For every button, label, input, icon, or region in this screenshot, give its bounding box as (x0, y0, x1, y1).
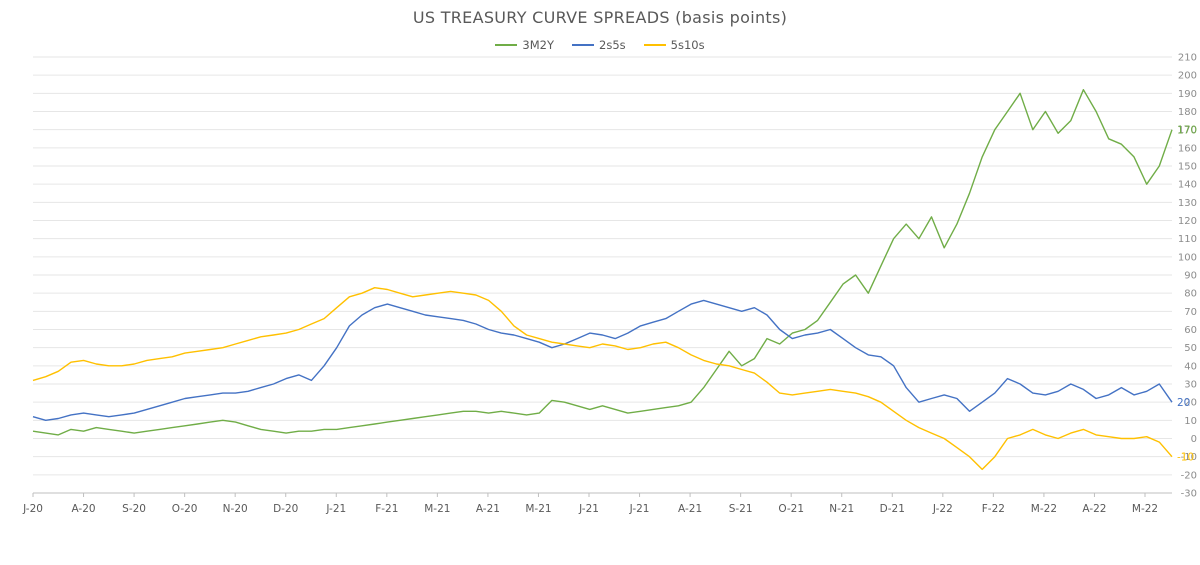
y-tick-label: 160 (1178, 143, 1197, 154)
end-value-label-2s5s: 20 (1177, 397, 1190, 409)
x-tick-label: O-20 (172, 503, 198, 515)
y-tick-label: -20 (1181, 470, 1197, 481)
x-tick-label: A-21 (476, 503, 500, 515)
legend-item-3m2y: 3M2Y (495, 38, 554, 52)
y-tick-label: 0 (1191, 434, 1197, 445)
y-tick-label: 90 (1184, 271, 1197, 282)
y-tick-label: 70 (1184, 307, 1197, 318)
y-tick-label: 30 (1184, 380, 1197, 391)
x-tick-label: D-20 (273, 503, 298, 515)
legend-swatch-3m2y (495, 44, 518, 46)
x-tick-label: O-21 (778, 503, 804, 515)
y-tick-label: 80 (1184, 289, 1197, 300)
y-tick-label: 120 (1178, 216, 1197, 227)
x-tick-label: J-21 (629, 503, 650, 515)
y-tick-label: -30 (1181, 489, 1197, 500)
y-tick-label: 110 (1178, 234, 1197, 245)
chart-legend: 3M2Y 2s5s 5s10s (0, 38, 1200, 52)
legend-swatch-5s10s (643, 44, 666, 46)
x-tick-label: F-21 (375, 503, 398, 515)
y-tick-label: -10 (1181, 452, 1197, 463)
x-tick-label: S-20 (122, 503, 146, 515)
y-tick-label: 130 (1178, 198, 1197, 209)
y-tick-label: 100 (1178, 252, 1197, 263)
y-tick-label: 210 (1178, 53, 1197, 64)
x-tick-label: M-21 (525, 503, 551, 515)
x-tick-label: J-22 (932, 503, 953, 515)
series-line-3m2y (32, 88, 1173, 436)
legend-label-3m2y: 3M2Y (522, 38, 555, 52)
end-value-label-3m2y: 170 (1177, 125, 1197, 137)
y-tick-label: 190 (1178, 89, 1197, 100)
end-value-label-5s10s: -10 (1177, 452, 1194, 464)
series-line-5s10s (32, 287, 1173, 471)
y-tick-label: 20 (1184, 398, 1197, 409)
y-tick-label: 50 (1184, 343, 1197, 354)
x-tick-label: M-22 (1031, 503, 1057, 515)
y-tick-label: 60 (1184, 325, 1197, 336)
x-tick-label: A-21 (678, 503, 702, 515)
y-tick-label: 150 (1178, 162, 1197, 173)
y-tick-label: 200 (1178, 71, 1197, 82)
y-tick-label: 40 (1184, 361, 1197, 372)
y-tick-label: 140 (1178, 180, 1197, 191)
x-tick-label: D-21 (880, 503, 905, 515)
x-tick-label: N-20 (223, 503, 248, 515)
x-tick-label: S-21 (729, 503, 753, 515)
y-tick-label: 10 (1184, 416, 1197, 427)
series-line-2s5s (32, 299, 1173, 421)
legend-label-5s10s: 5s10s (670, 38, 705, 52)
x-tick-label: M-22 (1132, 503, 1158, 515)
x-tick-label: A-20 (71, 503, 95, 515)
y-tick-label: 170 (1178, 125, 1197, 136)
legend-item-2s5s: 2s5s (572, 38, 626, 52)
x-tick-label: J-21 (325, 503, 346, 515)
x-tick-label: N-21 (829, 503, 854, 515)
legend-item-5s10s: 5s10s (643, 38, 705, 52)
x-tick-label: M-21 (424, 503, 450, 515)
legend-label-2s5s: 2s5s (599, 38, 626, 52)
legend-swatch-2s5s (572, 44, 595, 46)
chart-title: US TREASURY CURVE SPREADS (basis points) (412, 8, 788, 27)
x-tick-label: J-21 (578, 503, 599, 515)
x-tick-label: J-20 (22, 503, 43, 515)
y-tick-label: 180 (1178, 107, 1197, 118)
x-tick-label: A-22 (1082, 503, 1106, 515)
x-tick-label: F-22 (982, 503, 1005, 515)
